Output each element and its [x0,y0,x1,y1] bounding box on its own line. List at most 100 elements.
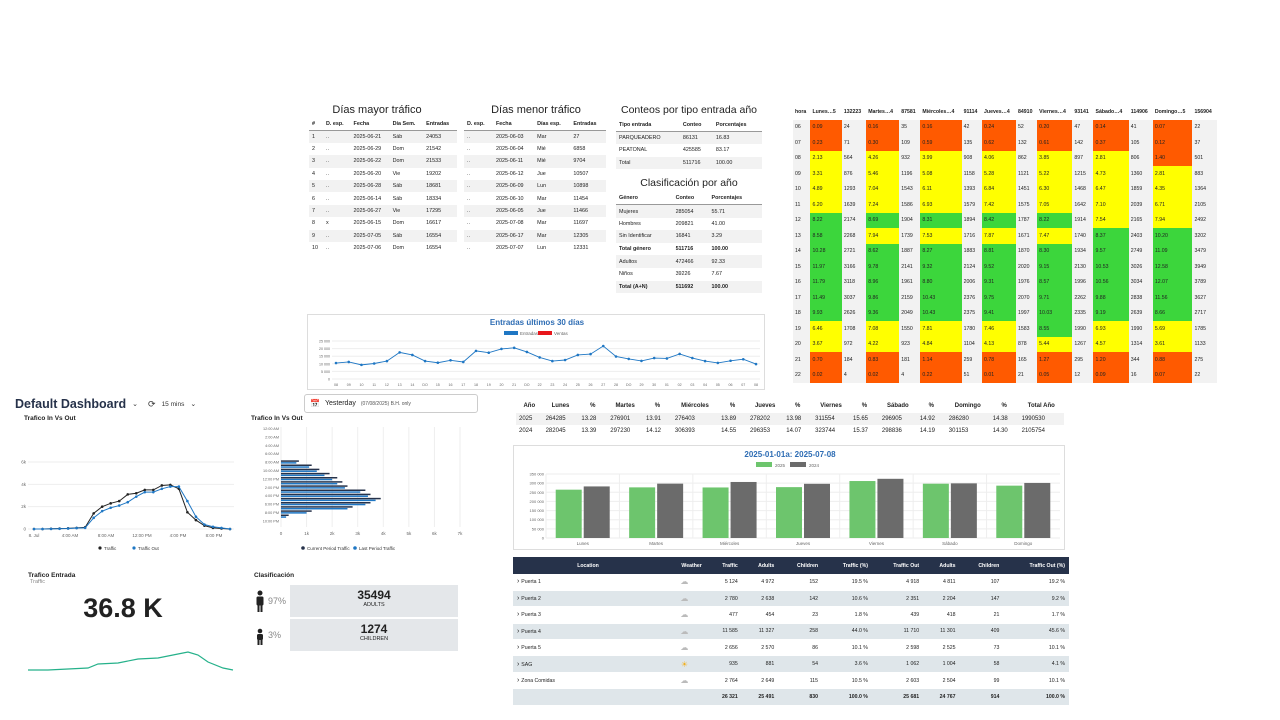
table-cell: 2025-07-06 [353,245,382,252]
last-period-bar [281,487,345,489]
refresh-dropdown-icon[interactable]: ⌄ [190,401,197,408]
expand-chevron-icon[interactable]: › [517,660,522,668]
location-column-header[interactable]: Traffic Out [871,557,924,574]
current-period-bar [281,472,330,475]
date-picker[interactable]: 📅 Yesterday (07/08/2025) B.H. only [304,394,478,413]
location-row[interactable]: › Puerta 2 ☁ 2 780 2 638 142 10.6 % 2 351 2 204… [513,590,1069,608]
dashboard-dropdown-icon[interactable]: ⌄ [132,401,139,408]
x-tick-label: 09 [347,383,351,387]
y-tick-label: 350 000 [530,472,545,477]
heatmap-cell: 1393 [961,181,983,197]
table-row: 8 x 2025-06-15 Dom 16617 [309,217,457,229]
table-cell: 2025-06-28 [350,179,390,193]
entradas-line [335,345,757,366]
x-tick-label: 03 [690,383,694,387]
traffic-out-point [177,485,181,488]
expand-chevron-icon[interactable]: › [517,595,522,603]
location-cell: 2 204 [923,590,960,608]
heatmap-cell: 1468 [1072,181,1094,197]
weekday-bar-svg: 2025-01-01a: 2025-07-08 2025 2024 350 00… [530,450,1060,546]
location-cell: 107 [959,574,1004,591]
heatmap-cell: 3166 [841,259,867,275]
heatmap-cell: 5.28 [982,166,1017,182]
last-period-bar [281,499,376,502]
expand-chevron-icon[interactable]: › [517,677,522,685]
heatmap-cell: 0.62 [982,135,1017,151]
traffic-point [186,510,189,514]
date-label: Yesterday [324,400,356,407]
table-cell: 16841 [672,230,709,243]
heatmap-cell: 5.22 [1037,166,1073,182]
heatmap-cell: 0.22 [920,367,962,383]
heatmap-cell: 2335 [1072,305,1094,321]
dashboard-title[interactable]: Default Dashboard [15,397,127,411]
location-row[interactable]: › Puerta 1 ☁ 5 124 4 972 152 19.5 % 4 918 4 811… [513,574,1069,591]
x-tick-label: 12 [385,383,389,387]
expand-chevron-icon[interactable]: › [517,644,522,652]
heatmap-cell: 8.37 [1093,228,1129,244]
location-column-header[interactable]: Location [513,557,663,574]
location-column-header[interactable]: Traffic [705,557,742,574]
location-column-header[interactable]: Adults [923,557,960,574]
table-row: .. 2025-06-17 Mar 12305 [464,229,606,242]
location-cell: 258 [778,623,823,641]
y-tick-label: 5 000 [321,370,330,374]
table-cell: 10898 [570,179,606,193]
heatmap-cell: 52 [1016,119,1038,135]
heatmap-cell: 19 [793,321,811,337]
heatmap-cell: 2006 [961,274,983,290]
heatmap-cell: 0.09 [1093,367,1129,383]
adults-row: 97% 35494 ADULTS [254,585,460,617]
expand-chevron-icon[interactable]: › [517,627,522,635]
table-cell: Vie [392,170,401,177]
refresh-icon[interactable]: ⟳ [148,398,156,409]
location-row[interactable]: › SAG ☀ 935 881 54 3.6 % 1 062 1 004 58 4.1 % [513,655,1069,673]
heatmap-cell: 2376 [961,290,983,306]
expand-chevron-icon[interactable]: › [517,578,522,586]
legend-ventas-swatch [538,331,552,335]
expand-chevron-icon[interactable]: › [517,611,522,619]
refresh-interval[interactable]: 15 mins [161,400,185,408]
column-header: Porcentajes [708,192,762,206]
table-cell: .. [464,155,493,168]
location-row[interactable]: › Puerta 4 ☁ 11 585 11 327 258 44.0 % 11 710 11… [513,623,1069,641]
location-column-header[interactable]: Children [778,557,823,574]
legend-2024: 2024 [809,463,820,468]
heatmap-column-header: Martes…4 [868,108,894,115]
heatmap-row: 20 3.67 972 4.22 923 4.84 1104 4.13 878 5.44 1267 4… [793,336,1217,352]
year-cell: 13.39 [581,428,597,435]
location-cell: 147 [959,590,1004,608]
table-cell: .. [325,195,329,202]
heatmap-column-header: 91114 [963,108,978,115]
heatmap-cell: 07 [793,135,811,151]
location-column-header[interactable]: Adults [741,557,779,574]
table-cell: Lun [537,245,547,252]
heatmap-cell: 1543 [899,181,921,197]
heatmap-header-row: hora Lunes…5 132223 Martes…4 87581 Miércoles…… [793,104,1217,120]
cloud-icon: ☁ [663,623,706,641]
last-30-days-svg: Entradas últimos 30 días Entradas Ventas… [319,318,760,387]
location-cell: 11 710 [871,623,924,641]
table-cell: 92.33 [708,255,762,268]
heatmap-cell: 181 [899,352,921,368]
location-cell: 86 [778,639,823,657]
location-row[interactable]: › Zona Comidas ☁ 2 764 2 649 115 10.5 % 2 603 2… [513,672,1069,690]
table-row: 6.. 2025-06-14 Sáb 18334 [309,192,457,204]
location-column-header[interactable]: Traffic (%) [822,557,872,574]
heatmap-row: 16 11.79 3118 8.96 1961 8.80 2006 9.31 1976 8.57 1… [793,274,1217,290]
y-tick-label: 12:00 AM [263,427,279,431]
heatmap-cell: 1708 [841,321,867,337]
heatmap-cell: 4.35 [1152,181,1193,197]
location-column-header[interactable]: Children [959,557,1004,574]
x-tick-label: 7k [458,531,464,536]
location-column-header[interactable]: Weather [663,557,706,574]
heatmap-cell: 1716 [961,228,983,244]
location-total-cell: 25 681 [871,688,924,706]
location-row[interactable]: › Puerta 5 ☁ 2 656 2 570 86 10.1 % 2 598 2 525 7… [513,639,1069,657]
heatmap-cell: 11.97 [810,259,842,275]
location-row[interactable]: › Puerta 3 ☁ 477 454 23 1.8 % 439 418 21 1.7 % [513,606,1069,624]
heatmap-cell: 2268 [841,228,867,244]
last-30-days-title: Entradas últimos 30 días [490,318,585,327]
location-cell: 10.1 % [822,639,872,657]
location-column-header[interactable]: Traffic Out (%) [1003,557,1069,574]
